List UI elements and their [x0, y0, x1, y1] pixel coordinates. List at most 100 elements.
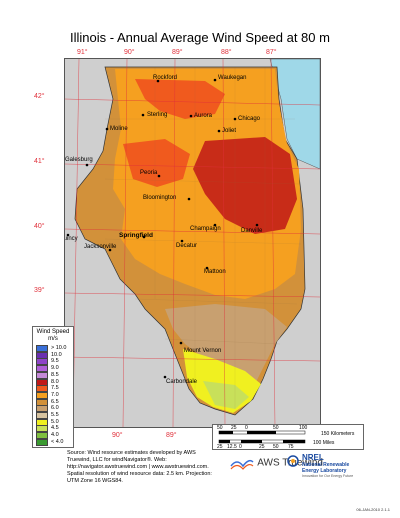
nrel-logo-sub1: National Renewable	[302, 462, 350, 468]
legend-swatch	[36, 418, 48, 426]
city-dot-rockford	[156, 79, 160, 83]
nrel-logo: NREL National Renewable Energy Laborator…	[287, 454, 372, 478]
county-lines	[104, 67, 302, 409]
legend-item: < 4.0	[36, 438, 72, 446]
city-dot-bloomington	[187, 197, 191, 201]
city-label-peoria: Peoria	[140, 170, 158, 176]
scale-km-3: 50	[273, 425, 279, 431]
legend-swatch	[36, 345, 48, 352]
legend-swatch	[36, 351, 48, 359]
city-label-joliet: Joliet	[222, 128, 236, 134]
legend-label: 10.0	[51, 351, 62, 358]
city-dot-sterling	[141, 113, 145, 117]
city-dot-champaign	[213, 223, 217, 227]
legend-item: 10.0	[36, 351, 72, 359]
city-markers: Rockford Waukegan Sterling Aurora Chicag…	[65, 75, 263, 385]
city-dot-joliet	[217, 129, 221, 133]
lon-label-bottom-90: 90°	[112, 432, 123, 439]
city-label-decatur: Decatur	[176, 243, 197, 249]
scale-km-0: 50	[217, 425, 223, 431]
scale-km-4: 100	[299, 425, 308, 431]
city-dot-peoria	[157, 174, 161, 178]
legend-swatch	[36, 405, 48, 413]
city-dot-chicago	[233, 117, 237, 121]
legend-label: 5.5	[51, 412, 59, 418]
scale-bar: 50 25 0 50 100 150 Kilometers 25 12.5 0 …	[212, 424, 364, 450]
legend-label: > 10.0	[51, 345, 67, 351]
city-dot-danville	[255, 223, 259, 227]
legend-item: 6.5	[36, 398, 72, 406]
city-dot-galesburg	[85, 163, 89, 167]
legend-item: 8.0	[36, 378, 72, 386]
city-dot-quincy	[66, 233, 70, 237]
legend-item: 5.5	[36, 412, 72, 419]
wind-zone-4-5-south	[203, 381, 249, 409]
legend-swatch	[36, 391, 48, 399]
legend-item: > 10.0	[36, 345, 72, 352]
city-dot-mount-vernon	[179, 341, 183, 345]
wind-zone-7-5-north	[135, 79, 225, 119]
lon-label-89: 89°	[172, 49, 183, 56]
legend-title-line1: Wind Speed	[36, 329, 70, 335]
map-frame[interactable]: Rockford Waukegan Sterling Aurora Chicag…	[64, 58, 321, 428]
city-label-mount-vernon: Mount Vernon	[184, 348, 221, 354]
city-label-champaign: Champaign	[190, 226, 221, 232]
city-label-galesburg: Galesburg	[65, 157, 93, 163]
legend-label: 6.0	[51, 405, 59, 412]
nrel-logo-tag: Innovation for Our Energy Future	[302, 474, 354, 478]
city-dot-decatur	[180, 239, 184, 243]
scale-mi-1: 12.5	[227, 444, 237, 450]
lat-label-left-42: 42°	[34, 93, 45, 100]
city-label-carbondale: Carbondale	[166, 379, 198, 385]
legend: Wind Speed m/s > 10.0 10.0 9.5 9.0 8.5 8.0 7.5…	[32, 326, 74, 448]
legend-label: 9.5	[51, 358, 59, 365]
legend-title-line2: m/s	[48, 336, 58, 342]
legend-title: Wind Speed m/s	[33, 329, 73, 343]
lat-label-left-39: 39°	[34, 287, 45, 294]
city-label-sterling: Sterling	[147, 112, 167, 118]
lon-label-87: 87°	[266, 49, 277, 56]
legend-item: 4.5	[36, 425, 72, 433]
lon-label-88: 88°	[221, 49, 232, 56]
city-label-danville: Danville	[241, 228, 263, 234]
legend-item: 9.0	[36, 365, 72, 373]
document-id: 06-JAN-2010 2.1.1	[356, 507, 390, 512]
wind-zone-8-0-central	[193, 137, 297, 234]
wind-zone-7-5-west	[123, 139, 190, 187]
scale-km-5: 150 Kilometers	[321, 431, 355, 437]
scale-graphic	[218, 430, 306, 444]
scale-mi-0: 25	[217, 444, 223, 450]
legend-label: < 4.0	[51, 438, 64, 445]
scale-mi-6: 100 Miles	[313, 440, 335, 446]
city-label-springfield: Springfield	[119, 232, 153, 239]
legend-swatch	[36, 398, 48, 406]
map-canvas: Rockford Waukegan Sterling Aurora Chicag…	[65, 59, 320, 427]
legend-swatch	[36, 378, 48, 386]
legend-item: 8.5	[36, 371, 72, 379]
city-label-aurora: Aurora	[194, 113, 213, 119]
legend-item: 7.0	[36, 391, 72, 399]
legend-item: 4.0	[36, 432, 72, 440]
legend-label: 5.0	[51, 418, 59, 425]
scale-mi-4: 50	[273, 444, 279, 450]
legend-label: 8.5	[51, 371, 59, 378]
wind-zone-6-0	[165, 304, 287, 384]
legend-label: 6.5	[51, 398, 59, 405]
city-label-moline: Moline	[110, 126, 128, 132]
map-title: Illinois - Annual Average Wind Speed at …	[70, 30, 330, 45]
legend-item: 5.0	[36, 418, 72, 426]
scale-km-2: 0	[245, 425, 248, 431]
legend-label: 9.0	[51, 365, 59, 372]
aws-logo-text: AWS Truewind	[257, 457, 323, 469]
aws-truewind-logo: AWS Truewind	[229, 456, 323, 470]
legend-item: 7.5	[36, 385, 72, 393]
scale-mi-2: 0	[239, 444, 242, 450]
nrel-logo-sub2: Energy Laboratory	[302, 468, 347, 474]
lon-label-bottom-89: 89°	[166, 432, 177, 439]
city-label-chicago: Chicago	[238, 116, 261, 122]
lon-label-90: 90°	[124, 49, 135, 56]
city-label-rockford: Rockford	[153, 75, 177, 81]
legend-label: 8.0	[51, 378, 59, 385]
city-label-waukegan: Waukegan	[218, 75, 246, 81]
city-dot-springfield	[142, 235, 146, 239]
